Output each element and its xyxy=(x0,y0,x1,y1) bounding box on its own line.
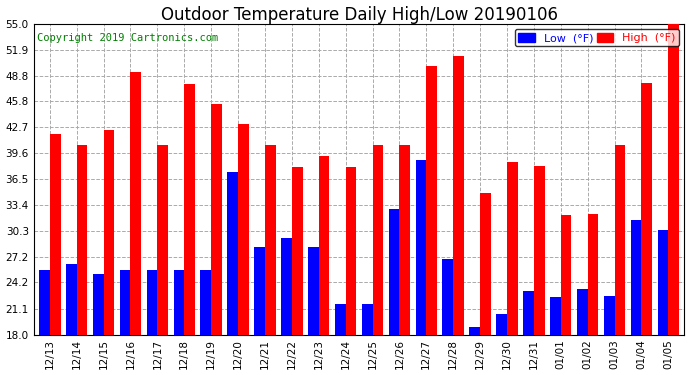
Bar xyxy=(335,304,346,334)
Bar xyxy=(496,314,507,334)
Bar xyxy=(319,156,329,334)
Bar xyxy=(173,270,184,334)
Bar xyxy=(426,66,437,335)
Text: Copyright 2019 Cartronics.com: Copyright 2019 Cartronics.com xyxy=(37,33,218,43)
Bar xyxy=(292,166,303,334)
Bar xyxy=(146,270,157,334)
Bar xyxy=(39,270,50,334)
Bar xyxy=(50,134,61,334)
Bar xyxy=(534,166,544,334)
Bar xyxy=(577,289,588,334)
Legend: Low  (°F), High  (°F): Low (°F), High (°F) xyxy=(515,29,679,46)
Bar xyxy=(238,124,249,334)
Bar xyxy=(642,82,652,334)
Bar xyxy=(308,247,319,334)
Bar xyxy=(453,57,464,334)
Bar xyxy=(442,259,453,334)
Bar xyxy=(265,145,276,334)
Bar xyxy=(184,84,195,334)
Bar xyxy=(469,327,480,334)
Bar xyxy=(77,145,88,334)
Bar xyxy=(615,145,625,334)
Bar xyxy=(362,304,373,334)
Bar xyxy=(631,220,642,334)
Bar xyxy=(561,215,571,334)
Bar xyxy=(211,104,222,334)
Bar xyxy=(604,296,615,334)
Bar xyxy=(550,297,561,334)
Bar xyxy=(200,270,211,334)
Bar xyxy=(130,72,141,334)
Bar xyxy=(254,247,265,334)
Bar xyxy=(104,130,115,334)
Bar xyxy=(658,230,669,334)
Bar xyxy=(507,162,518,334)
Bar xyxy=(400,145,410,334)
Bar xyxy=(66,264,77,334)
Bar xyxy=(480,193,491,334)
Title: Outdoor Temperature Daily High/Low 20190106: Outdoor Temperature Daily High/Low 20190… xyxy=(161,6,558,24)
Bar xyxy=(523,291,534,334)
Bar xyxy=(227,172,238,334)
Bar xyxy=(346,166,356,334)
Bar xyxy=(669,24,679,334)
Bar xyxy=(388,209,400,334)
Bar xyxy=(373,145,383,334)
Bar xyxy=(93,274,104,334)
Bar xyxy=(120,270,130,334)
Bar xyxy=(157,145,168,334)
Bar xyxy=(281,238,292,334)
Bar xyxy=(588,214,598,334)
Bar xyxy=(415,160,426,334)
